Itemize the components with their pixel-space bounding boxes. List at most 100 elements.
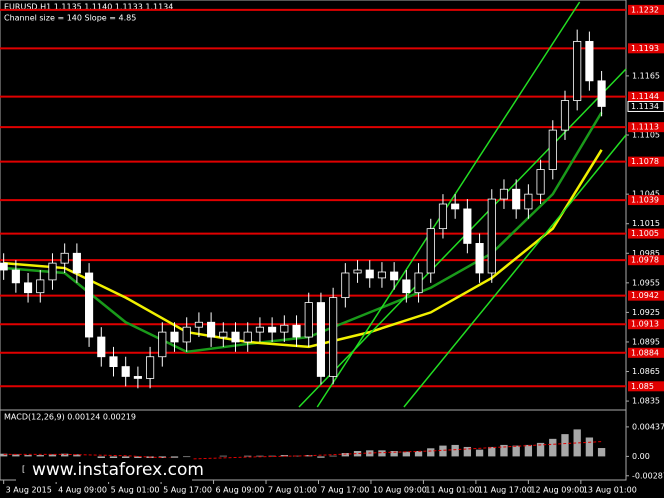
macd-bar <box>427 448 435 457</box>
watermark: www.instaforex.com <box>32 460 204 480</box>
macd-bar <box>170 456 179 458</box>
overlay-line <box>298 68 627 408</box>
macd-bar <box>549 438 557 457</box>
candle-body <box>548 129 557 170</box>
level-tag <box>628 228 664 239</box>
x-tick-label: 12 Aug 09:00 <box>530 486 584 495</box>
macd-bar <box>463 446 472 457</box>
candle-body <box>524 193 533 210</box>
level-label: 1.1113 <box>631 123 659 132</box>
level-tag <box>628 195 664 206</box>
candle-body <box>377 271 387 279</box>
candle-body <box>255 326 264 333</box>
y-tick-label: 1.0955 <box>632 278 660 287</box>
candle-body <box>292 324 301 338</box>
level-label: 1.1005 <box>631 229 659 238</box>
macd-tick-label: 0.00 <box>632 452 650 461</box>
candle-body <box>109 356 118 367</box>
candle-body <box>365 269 374 279</box>
level-tag <box>628 122 664 133</box>
candle-body <box>243 331 252 343</box>
level-tag <box>628 255 664 266</box>
macd-bar <box>48 454 57 457</box>
macd-bar <box>244 455 252 457</box>
macd-bar <box>597 448 606 457</box>
candle-body <box>121 366 130 377</box>
last-price-label: 1.1134 <box>631 102 659 111</box>
macd-bar <box>158 456 166 459</box>
y-tick-label: 1.1165 <box>632 71 660 80</box>
macd-bar <box>512 445 520 457</box>
candle-body <box>597 80 606 107</box>
candle-body <box>24 282 33 294</box>
macd-bar <box>97 456 105 459</box>
level-label: 1.0942 <box>631 291 659 300</box>
macd-bar <box>24 455 32 457</box>
plot-frame <box>0 0 627 481</box>
candle-body <box>48 262 57 281</box>
macd-bar <box>524 444 533 457</box>
candle-body <box>560 100 570 131</box>
x-tick-label: 7 Aug 17:00 <box>320 486 369 495</box>
macd-bar <box>341 453 349 457</box>
candle-body <box>170 331 179 343</box>
macd-label: MACD(12,26,9) 0.00124 0.00219 <box>4 413 136 422</box>
level-tag <box>628 4 664 15</box>
overlay-line <box>316 1 581 408</box>
candle-body <box>158 331 167 358</box>
level-tag <box>628 319 664 330</box>
level-label: 1.1078 <box>631 157 659 166</box>
candle-body <box>97 336 106 358</box>
candle-body <box>207 321 216 338</box>
candle-body <box>146 356 155 379</box>
macd-signal <box>3 441 602 460</box>
level-label: 1.1039 <box>631 196 659 205</box>
macd-bar <box>475 449 484 457</box>
candle-body <box>475 243 484 274</box>
x-tick-label: 7 Aug 01:00 <box>268 486 317 495</box>
candle-body <box>36 279 45 294</box>
macd-bar <box>329 455 337 457</box>
candle-body <box>390 271 399 281</box>
candle-body <box>438 203 448 230</box>
macd-bar <box>451 444 459 457</box>
candle-body <box>60 252 69 264</box>
x-tick-label: 11 Aug 01:00 <box>425 486 479 495</box>
macd-bar <box>268 455 276 457</box>
x-tick-label: 3 Aug 2015 <box>6 486 52 495</box>
x-tick-label: 6 Aug 09:00 <box>216 486 265 495</box>
macd-bar <box>585 437 594 457</box>
candle-body <box>414 272 423 294</box>
macd-bar <box>36 455 44 457</box>
level-label: 1.0884 <box>631 348 659 357</box>
y-tick-label: 1.1015 <box>632 219 660 228</box>
candle-body <box>85 272 94 338</box>
level-label: 1.1144 <box>631 92 659 101</box>
candle-body <box>268 326 277 333</box>
level-tag <box>628 156 664 167</box>
candle-body <box>487 198 496 274</box>
y-tick-label: 1.1105 <box>632 131 660 140</box>
candle-body <box>329 297 338 377</box>
candle-body <box>280 324 289 333</box>
candle-body <box>0 262 8 271</box>
y-tick-label: 1.1045 <box>632 190 660 199</box>
level-label: 1.1232 <box>631 5 659 14</box>
x-tick-label: 11 Aug 17:00 <box>478 486 532 495</box>
macd-bar <box>73 454 81 457</box>
y-tick-label: 1.0895 <box>632 337 660 346</box>
macd-bar <box>414 451 423 457</box>
candle-body <box>585 41 594 82</box>
macd-bar <box>219 455 227 457</box>
macd-bar <box>561 434 569 457</box>
level-label: 1.1193 <box>631 44 659 53</box>
macd-bar <box>439 445 447 457</box>
macd-bar <box>280 455 288 457</box>
level-tag <box>628 91 664 102</box>
candle-body <box>463 208 472 244</box>
watermark-box <box>16 458 192 482</box>
macd-bar <box>292 455 301 457</box>
overlay-line <box>3 149 603 349</box>
y-tick-label: 1.0925 <box>632 308 660 317</box>
